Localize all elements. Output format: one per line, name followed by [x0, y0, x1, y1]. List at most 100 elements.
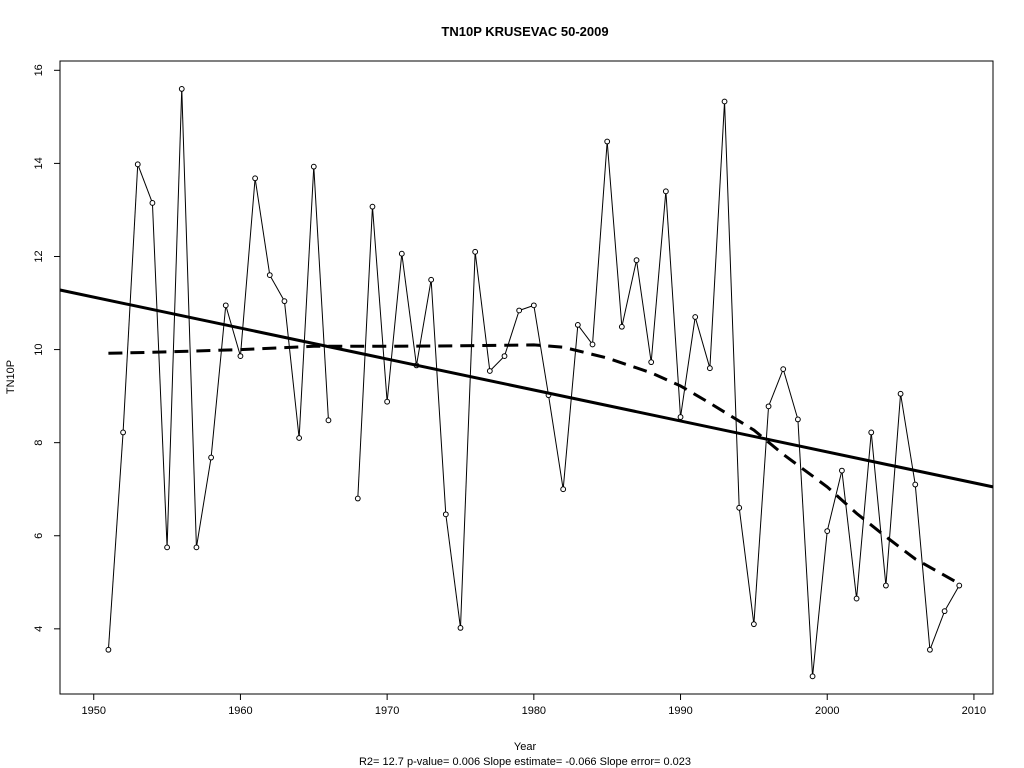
data-point [604, 138, 611, 145]
trend-line [59, 288, 994, 489]
x-tick-label: 1970 [375, 705, 399, 717]
data-point [839, 467, 845, 474]
data-point [120, 429, 126, 436]
series-segment [254, 178, 271, 276]
data-point [472, 248, 479, 255]
series-segment [636, 260, 652, 363]
data-point [369, 203, 376, 210]
series-segment [694, 316, 711, 369]
series-segment [445, 514, 461, 628]
data-point [178, 86, 185, 92]
data-point [677, 414, 684, 420]
series-segment [914, 484, 931, 650]
series-segment [283, 301, 300, 439]
series-segment [826, 470, 843, 532]
data-point [149, 200, 156, 206]
series-layer [59, 86, 994, 680]
series-segment [489, 355, 505, 372]
series-segment [269, 274, 285, 302]
x-axis-label: Year [514, 741, 537, 753]
series-segment [650, 191, 667, 363]
y-tick-label: 14 [33, 157, 45, 169]
series-segment [386, 253, 403, 402]
series-segment [944, 585, 960, 612]
series-segment [371, 206, 388, 402]
data-point [765, 403, 772, 410]
series-segment [122, 164, 139, 433]
series-segment [210, 305, 227, 458]
series-segment [841, 470, 858, 599]
data-point [897, 390, 904, 397]
series-segment [239, 178, 256, 357]
data-point [237, 353, 244, 359]
series-segment [298, 166, 315, 439]
y-axis: 4 6 8 10 12 14 16 [33, 64, 60, 632]
data-point [384, 398, 391, 405]
series-segment [753, 406, 770, 625]
data-point [530, 302, 537, 309]
data-point [633, 257, 640, 264]
series-segment [415, 279, 432, 366]
series-segment [313, 166, 329, 421]
data-point [560, 486, 567, 493]
series-segment [357, 206, 373, 499]
data-point [296, 435, 303, 441]
series-segment [797, 419, 814, 677]
data-point [164, 544, 170, 551]
data-point [750, 621, 757, 628]
data-point [310, 163, 317, 170]
data-point [457, 625, 464, 631]
data-point [574, 322, 581, 328]
series-segment [474, 251, 491, 372]
data-point [486, 368, 493, 374]
x-axis: 1950 1960 1970 1980 1990 2000 2010 [81, 694, 986, 717]
series-segment [137, 164, 153, 204]
series-segment [151, 202, 168, 548]
data-point [648, 359, 655, 366]
data-point [281, 298, 288, 305]
series-segment [870, 432, 887, 586]
series-segment [107, 432, 124, 650]
series-segment [929, 610, 946, 650]
stats-footnote: R2= 12.7 p-value= 0.006 Slope estimate= … [359, 756, 691, 768]
x-tick-label: 2010 [962, 705, 986, 717]
data-point [325, 417, 332, 424]
x-tick-label: 1960 [228, 705, 252, 717]
series-segment [577, 324, 593, 345]
data-point [134, 161, 141, 168]
series-segment [225, 305, 241, 357]
series-segment [738, 507, 755, 625]
series-segment [533, 305, 549, 396]
plot-frame [59, 60, 994, 695]
data-point [736, 504, 743, 511]
data-point [883, 582, 889, 589]
x-tick-label: 1980 [522, 705, 546, 717]
data-point [193, 544, 200, 551]
data-point [354, 495, 361, 502]
series-segment [592, 141, 608, 345]
data-point [618, 323, 625, 330]
data-point [589, 341, 596, 348]
data-point [706, 365, 713, 372]
series-segment [195, 457, 212, 548]
data-point [956, 582, 963, 589]
chart-title: TN10P KRUSEVAC 50-2009 [441, 24, 608, 39]
y-tick-label: 6 [33, 533, 45, 539]
x-tick-label: 1990 [668, 705, 692, 717]
smoothed-curve [108, 343, 961, 586]
series-segment [459, 251, 476, 628]
series-segment [606, 141, 623, 327]
series-segment [782, 368, 799, 420]
data-point [516, 307, 523, 314]
data-point [105, 646, 112, 653]
series-segment [401, 253, 417, 366]
data-point [662, 188, 669, 195]
data-point [428, 276, 435, 283]
data-point [912, 481, 919, 488]
series-segment [812, 531, 828, 677]
data-point [398, 250, 405, 257]
data-point [941, 608, 948, 615]
data-point [780, 366, 787, 373]
series-segment [768, 368, 784, 407]
